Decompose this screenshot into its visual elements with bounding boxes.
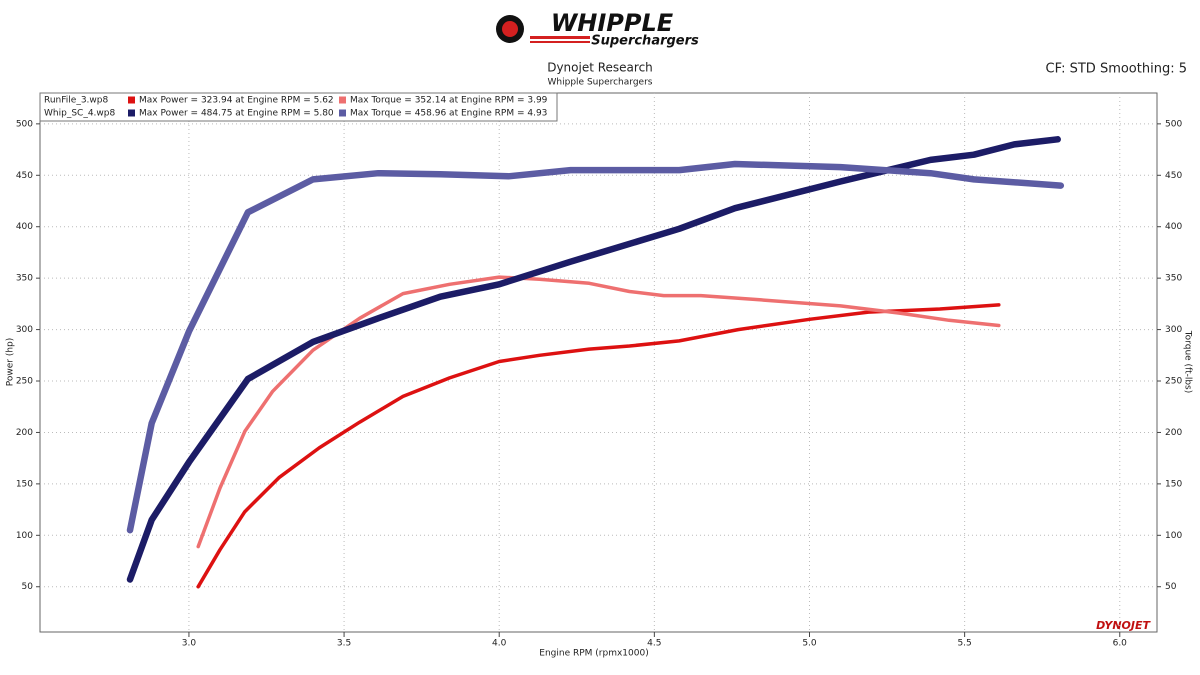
plot-frame (39, 92, 1158, 633)
x-tick-label: 4.5 (647, 639, 661, 649)
y-tick-label: 50 (22, 582, 34, 592)
x-tick-label: 5.0 (802, 639, 817, 649)
legend-swatch (339, 109, 346, 117)
logo-text: WHIPPLE (551, 9, 674, 37)
y2-tick-label: 100 (1165, 531, 1182, 541)
y-tick-label: 300 (16, 325, 33, 335)
logo-tagline: Superchargers (591, 34, 699, 49)
x-tick-label: 4.0 (492, 639, 507, 649)
legend-label: Max Power = 484.75 at Engine RPM = 5.80 (139, 109, 334, 119)
y2-tick-label: 300 (1165, 325, 1182, 335)
y-tick-label: 150 (16, 479, 33, 489)
y2-tick-label: 450 (1165, 171, 1182, 181)
y-tick-label: 500 (16, 119, 33, 129)
chart-subtitle: Whipple Superchargers (548, 78, 653, 88)
series-line (126, 160, 1065, 534)
x-tick-label: 6.0 (1113, 639, 1128, 649)
x-tick-label: 5.5 (957, 639, 971, 649)
legend (39, 92, 558, 122)
lines (126, 136, 1065, 589)
legend-label: Max Torque = 352.14 at Engine RPM = 3.99 (350, 96, 548, 106)
y-tick-label: 250 (16, 377, 33, 387)
y-axis-label: Power (hp) (6, 338, 16, 387)
settings-label: CF: STD Smoothing: 5 (1046, 62, 1187, 77)
y-tick-label: 450 (16, 171, 33, 181)
legend-label: Max Torque = 458.96 at Engine RPM = 4.93 (350, 109, 547, 119)
legend-run: Whip_SC_4.wp8 (44, 109, 115, 119)
y2-tick-label: 50 (1165, 582, 1177, 592)
y2-tick-label: 400 (1165, 222, 1182, 232)
grid: 3.0 3.5 4.0 4.5 5.0 5.5 6.0 50 100 150 200 250 300 35… (16, 93, 1182, 649)
y2-tick-label: 250 (1165, 377, 1182, 387)
legend-swatch (128, 96, 135, 104)
legend-label: Max Power = 323.94 at Engine RPM = 5.62 (139, 96, 334, 106)
y-tick-label: 200 (16, 428, 33, 438)
y2-tick-label: 150 (1165, 479, 1182, 489)
series-line (196, 303, 1001, 589)
y2-axis-label: Torque (ft-lbs) (1183, 330, 1193, 394)
chart-title: Dynojet Research (547, 61, 653, 75)
y-tick-label: 100 (16, 531, 33, 541)
y2-tick-label: 200 (1165, 428, 1182, 438)
logo: WHIPPLE Superchargers (496, 9, 699, 49)
legend-swatch (128, 109, 135, 117)
x-tick-label: 3.5 (337, 639, 351, 649)
series-line (196, 275, 1001, 549)
y-tick-label: 350 (16, 274, 33, 284)
watermark: DYNOJET (1096, 619, 1151, 632)
legend-swatch (339, 96, 346, 104)
legend-entries: RunFile_3.wp8 Whip_SC_4.wp8 Max Power = 32… (44, 96, 548, 119)
y2-tick-label: 500 (1165, 119, 1182, 129)
x-axis-label: Engine RPM (rpmx1000) (539, 649, 648, 659)
y-tick-label: 400 (16, 222, 33, 232)
series-line (126, 136, 1061, 583)
x-tick-label: 3.0 (182, 639, 197, 649)
legend-run: RunFile_3.wp8 (44, 96, 108, 106)
y2-tick-label: 350 (1165, 274, 1182, 284)
